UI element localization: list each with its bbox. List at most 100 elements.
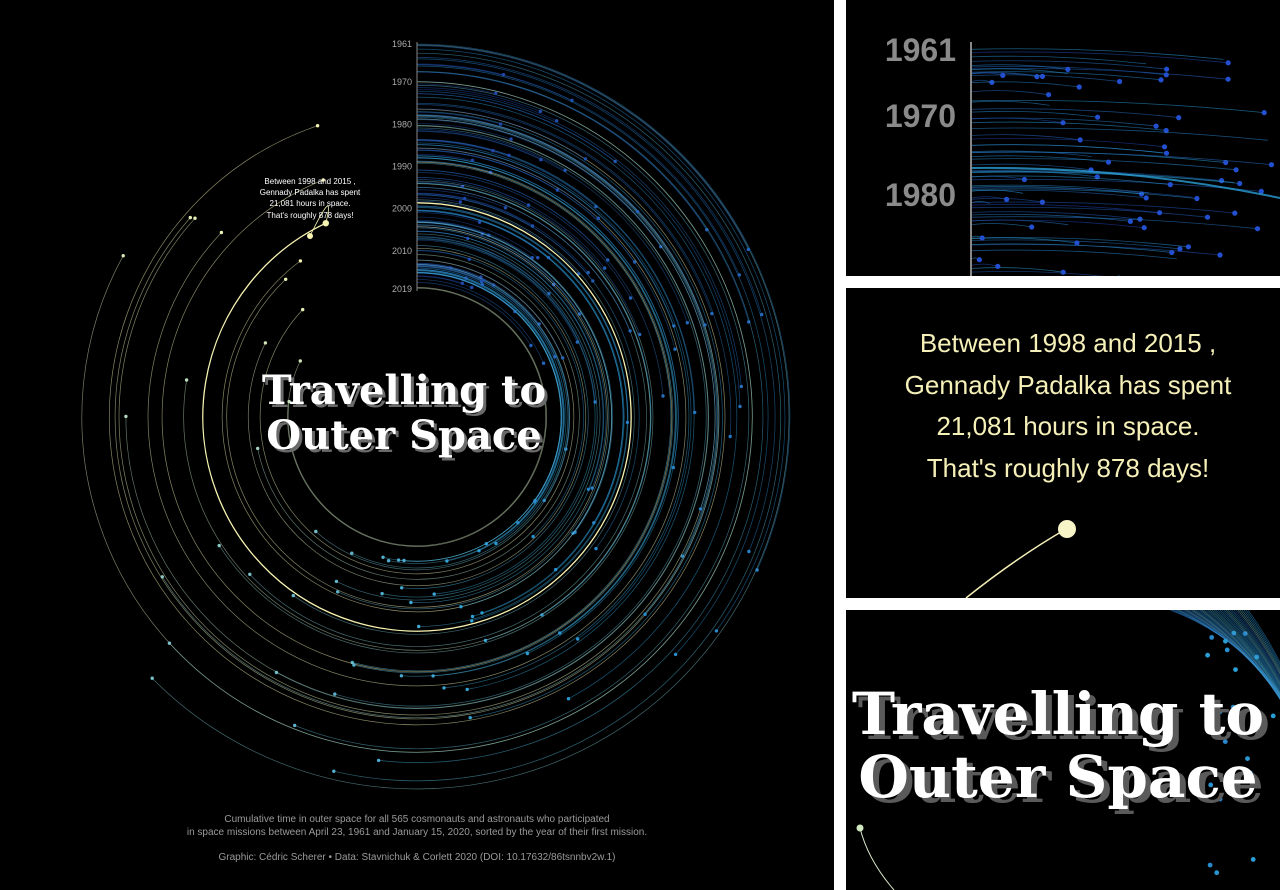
zoom-person-point (1225, 76, 1231, 82)
zoom-person-point (1161, 144, 1168, 150)
zoom-person-point (1261, 110, 1267, 116)
year-tick-1970: 1970 (392, 77, 412, 87)
person-arc (416, 43, 791, 571)
person-point (314, 529, 318, 534)
person-arc (352, 162, 672, 672)
zoom-person-arc (970, 150, 1092, 157)
zoom-title-arc (1207, 610, 1280, 697)
person-point (685, 321, 689, 325)
person-point (465, 687, 469, 692)
zoom-title-arc-left (859, 827, 895, 890)
person-point (124, 414, 128, 419)
person-point (301, 307, 305, 312)
zoom-title-point (1222, 739, 1228, 744)
person-arc (81, 81, 753, 753)
zoom-panel-annotation: Between 1998 and 2015 , Gennady Padalka … (846, 288, 1280, 598)
person-point (463, 196, 467, 201)
zoom-title-point (1209, 635, 1215, 640)
person-point (628, 296, 633, 300)
person-point (417, 624, 421, 629)
person-point (498, 122, 503, 126)
annotation-dot (307, 233, 313, 239)
person-point (643, 612, 647, 616)
person-arc (416, 269, 565, 562)
person-arc (416, 130, 688, 323)
person-arc (416, 157, 677, 634)
annotation-leader (309, 205, 329, 237)
person-point (566, 697, 571, 701)
person-arc (416, 186, 631, 332)
zoom-title-arc (1181, 610, 1280, 699)
zoom-person-point (1117, 275, 1121, 276)
zoom-person-point (1039, 73, 1046, 79)
person-arc (416, 108, 586, 160)
person-point (555, 188, 560, 192)
person-arc (416, 216, 539, 258)
zoom-title-arc (1199, 610, 1280, 699)
person-arc (416, 139, 695, 690)
year-tick-1961: 1961 (392, 39, 412, 49)
zoom-title-arc (1243, 610, 1280, 669)
person-arc (416, 147, 599, 219)
credits: Graphic: Cédric Scherer • Data: Stavnich… (218, 852, 615, 863)
person-point (284, 277, 288, 281)
zoom-title-line-2: Outer Space (858, 743, 1257, 811)
person-arc (416, 189, 506, 209)
person-arc (416, 177, 605, 269)
zoom-person-point (1117, 78, 1123, 85)
person-arc (416, 140, 597, 207)
zoom-title-arc (1231, 610, 1280, 681)
zoom-title-arc (1229, 610, 1280, 683)
zoom-person-arc (970, 71, 1162, 81)
person-point (334, 579, 339, 584)
zoom-person-point (1153, 123, 1159, 129)
zoom-person-arc (970, 187, 1193, 198)
person-point (458, 200, 463, 204)
zoom-person-point (1095, 114, 1101, 120)
zoom-title-arc (1237, 610, 1280, 675)
zoom-title-arc (1245, 610, 1280, 666)
person-arc (416, 239, 578, 343)
person-point (459, 605, 463, 609)
person-arc (382, 272, 562, 562)
zoom-person-arc (970, 67, 1229, 80)
zoom-person-arc (970, 206, 1208, 218)
person-point (467, 257, 472, 261)
zoom-person-point (1169, 249, 1175, 256)
person-arc (416, 96, 738, 700)
zoom-person-arc (970, 219, 1145, 229)
person-arc (416, 57, 763, 315)
zoom-person-point (1060, 269, 1066, 275)
person-arc (259, 259, 575, 575)
zoom-years-chart: 1961 1970 1980 (885, 32, 1280, 276)
person-arc (416, 271, 563, 503)
person-arc (416, 90, 742, 387)
caption-line-1: Cumulative time in outer space for all 5… (224, 814, 609, 825)
person-point (350, 551, 354, 555)
chart-title: Travelling to Travelling to Outer Space … (262, 367, 549, 462)
annotation-line-3: 21,081 hours in space. (270, 199, 351, 208)
zoom-title-point (1270, 713, 1276, 719)
zoom-year-1980: 1980 (885, 177, 956, 213)
zoom-person-arc (970, 100, 1050, 106)
zoom-person-point (989, 79, 995, 85)
person-point (590, 486, 594, 490)
person-point (291, 593, 295, 598)
person-arc (416, 111, 723, 719)
zoom-title-arc (1225, 610, 1280, 686)
person-point (256, 446, 260, 451)
zoom-year-1961: 1961 (885, 32, 956, 68)
person-arc (416, 93, 741, 407)
person-point (509, 137, 513, 141)
zoom-title-point (1245, 756, 1250, 761)
zoom-title-point (1248, 770, 1253, 776)
person-arc (416, 87, 541, 112)
zoom-person-point (1076, 84, 1082, 90)
person-arc (293, 199, 635, 635)
zoom-person-arc (970, 81, 1080, 88)
person-point (525, 651, 530, 656)
person-arc (416, 161, 491, 173)
person-point (298, 359, 302, 363)
person-point (737, 273, 741, 277)
person-point (531, 534, 535, 539)
